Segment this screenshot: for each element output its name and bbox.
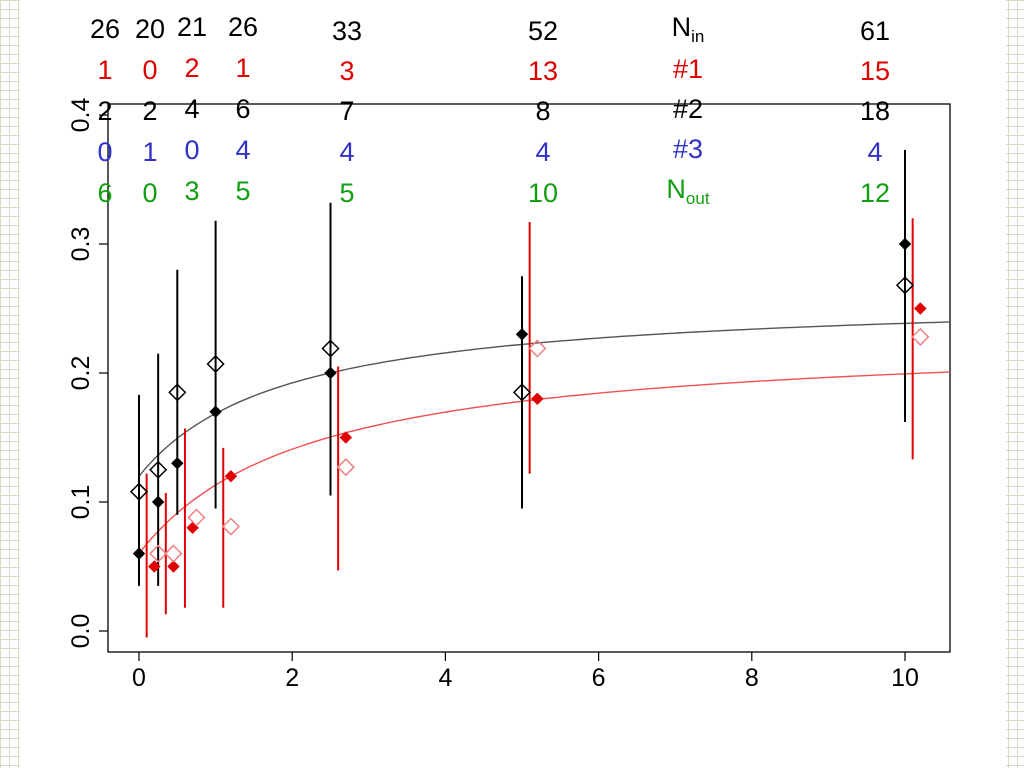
data-point-open: [164, 544, 183, 563]
data-point-open: [187, 508, 206, 527]
data-point-filled: [898, 237, 912, 251]
x-tick-label: 4: [438, 664, 452, 692]
data-point-open: [149, 460, 168, 479]
data-point-filled: [209, 405, 222, 418]
data-point-open: [911, 327, 930, 346]
y-tick-label: 0.0: [67, 614, 95, 649]
fit-curve: [138, 371, 950, 555]
data-point-open: [221, 517, 240, 536]
data-point-open: [168, 383, 187, 402]
x-tick-label: 8: [745, 664, 759, 692]
data-point-filled: [515, 328, 529, 341]
data-point-open: [149, 544, 168, 563]
data-point-filled: [151, 495, 165, 509]
data-point-open: [321, 339, 340, 358]
x-tick-label: 2: [285, 664, 299, 692]
data-point-filled: [186, 521, 199, 535]
data-point-filled: [148, 560, 161, 573]
slide-panel: [20, 0, 1006, 768]
y-tick-label: 0.3: [67, 227, 95, 262]
data-point-filled: [324, 366, 337, 380]
error-bars: [138, 149, 914, 638]
y-tick-label: 0.1: [67, 485, 95, 520]
data-point-open: [512, 383, 532, 402]
data-point-open: [528, 339, 547, 358]
data-point-open: [206, 354, 225, 374]
data-point-open: [895, 276, 915, 295]
data-point-filled: [531, 392, 544, 406]
data-point-filled: [171, 457, 184, 470]
data-point-filled: [339, 431, 353, 444]
data-points: [129, 237, 930, 573]
x-tick-label: 10: [891, 664, 919, 692]
x-tick-label: 6: [592, 664, 606, 692]
fit-curve: [138, 321, 950, 477]
x-tick-label: 0: [132, 664, 146, 692]
axes-layer: 0 2 4 6 8 10 0.0 0.1 0.2 0.3 0.4: [67, 98, 951, 692]
data-point-filled: [914, 302, 927, 315]
plot-frame: [107, 103, 951, 653]
data-point-open: [336, 458, 355, 477]
data-point-filled: [132, 547, 146, 560]
y-tick-label: 0.4: [67, 98, 95, 133]
data-point-filled: [167, 560, 180, 573]
y-tick-label: 0.2: [67, 356, 95, 391]
fit-curves: [138, 321, 950, 555]
data-point-open: [129, 482, 149, 501]
data-point-filled: [224, 469, 238, 483]
